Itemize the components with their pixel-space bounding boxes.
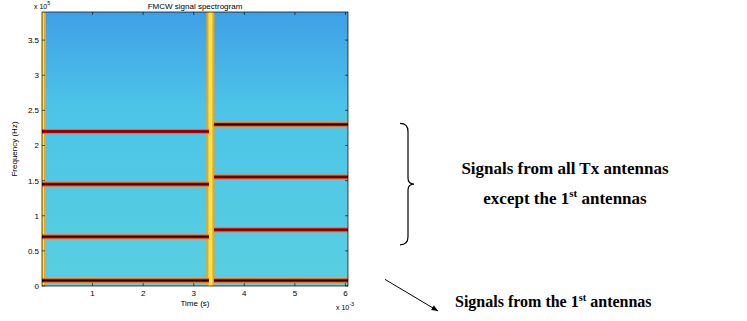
tone <box>214 279 348 282</box>
tone <box>42 279 209 282</box>
x-tick-label: 6 <box>343 289 348 298</box>
y-tick <box>42 75 45 76</box>
x-tick <box>345 12 346 15</box>
x-tick-label: 2 <box>141 289 146 298</box>
plot-frame <box>42 12 348 286</box>
tone-glow <box>214 122 348 127</box>
tone-center <box>42 184 209 185</box>
multiplier-base: x 10 <box>336 304 349 311</box>
multiplier-base: x 10 <box>34 3 47 10</box>
y-tick <box>345 75 348 76</box>
y-tick-label: 3.5 <box>28 36 40 45</box>
y-axis-label: Frequency (Hz) <box>10 121 19 176</box>
y-tick <box>345 110 348 111</box>
bracket <box>400 123 414 244</box>
tone-glow <box>214 175 348 180</box>
x-tick-label: 4 <box>242 289 247 298</box>
plot-background <box>42 12 348 286</box>
y-multiplier: x 105 <box>34 0 50 10</box>
annotation-text: except the 1st antennas <box>483 187 647 208</box>
y-tick-label: 3 <box>35 71 40 80</box>
x-tick <box>244 12 245 15</box>
y-tick <box>42 40 45 41</box>
annotation-part: antennas <box>586 293 651 310</box>
y-tick <box>42 145 45 146</box>
tone <box>42 183 209 186</box>
y-tick-label: 2 <box>35 141 40 150</box>
y-tick <box>42 250 45 251</box>
y-tick <box>345 40 348 41</box>
y-tick <box>345 145 348 146</box>
x-tick <box>143 12 144 15</box>
plot-marks <box>42 12 348 286</box>
transient <box>208 12 212 286</box>
tone-center <box>214 177 348 178</box>
tone-center <box>42 280 209 281</box>
annotation-part: Signals from all Tx antennas <box>461 159 669 178</box>
annotation-text: Signals from all Tx antennas <box>461 159 669 178</box>
tone-center <box>42 131 209 132</box>
x-tick <box>92 283 93 286</box>
y-tick-label: 0.5 <box>28 247 40 256</box>
tone-glow <box>42 278 209 283</box>
tone-center <box>42 236 209 237</box>
x-tick <box>143 283 144 286</box>
y-tick-label: 2.5 <box>28 106 40 115</box>
y-tick <box>42 286 45 287</box>
x-axis-label: Time (s) <box>180 299 209 308</box>
tone-glow <box>214 278 348 283</box>
chart: 0 0.5 1 1.5 2 2.5 3 3.5 1 2 3 4 5 6 FMCW signal spectr… <box>0 0 747 321</box>
x-tick-label: 5 <box>293 289 298 298</box>
multiplier-exponent: 5 <box>47 0 50 6</box>
transient-glow <box>42 12 46 286</box>
tone <box>214 228 348 231</box>
y-tick-label: 1 <box>35 212 40 221</box>
tone <box>214 123 348 126</box>
multiplier-exponent: -3 <box>349 301 354 307</box>
tone <box>42 130 209 133</box>
tone <box>42 235 209 238</box>
annotation-part: antennas <box>577 189 647 208</box>
y-tick <box>345 215 348 216</box>
x-tick <box>193 12 194 15</box>
tone-glow <box>42 234 209 239</box>
x-tick <box>345 283 346 286</box>
annotation-part: except the 1 <box>483 189 569 208</box>
arrow-head <box>431 305 438 311</box>
tone-glow <box>42 182 209 187</box>
tone-center <box>214 229 348 230</box>
annotation-text: Signals from the 1st antennas <box>455 292 652 311</box>
tone-center <box>214 124 348 125</box>
title: FMCW signal spectrogram <box>148 2 243 11</box>
x-tick-label: 1 <box>90 289 95 298</box>
tone-center <box>214 280 348 281</box>
arrow-line <box>385 279 438 311</box>
x-tick-label: 3 <box>192 289 197 298</box>
y-tick <box>42 215 45 216</box>
y-tick <box>42 110 45 111</box>
y-tick <box>42 180 45 181</box>
tone <box>214 176 348 179</box>
tone-glow <box>214 227 348 232</box>
x-tick <box>294 283 295 286</box>
y-tick <box>345 250 348 251</box>
x-tick <box>294 12 295 15</box>
x-tick <box>92 12 93 15</box>
x-multiplier: x 10-3 <box>336 301 354 311</box>
y-tick-label: 0 <box>35 282 40 291</box>
annotation-part: Signals from the 1 <box>455 293 579 311</box>
x-tick <box>193 283 194 286</box>
x-tick <box>244 283 245 286</box>
tone-glow <box>42 129 209 134</box>
y-tick-label: 1.5 <box>28 177 40 186</box>
y-tick <box>345 180 348 181</box>
transient-glow <box>206 12 214 286</box>
